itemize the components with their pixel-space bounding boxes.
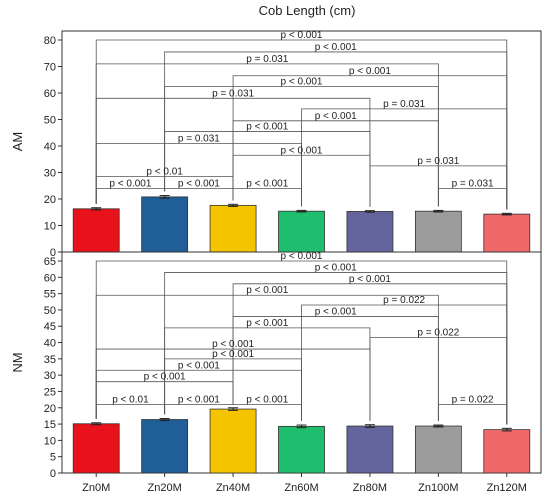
panel-1-bracket-label-8: p < 0.001 — [212, 339, 254, 350]
panel-0-bar-Zn100M — [414, 210, 462, 253]
panel-1-bar-Zn80M — [346, 425, 394, 474]
panel-1-ytick-label-4: 20 — [44, 403, 56, 415]
panel-0-bracket-label-11: p = 0.031 — [417, 156, 459, 167]
x-category-Zn100M: Zn100M — [418, 482, 458, 494]
panel-0-bracket-6 — [301, 108, 508, 210]
panel-0-bracket-11 — [369, 165, 508, 210]
panel-0-ylabel: AM — [10, 132, 25, 152]
panel-0-bracket-16 — [437, 188, 508, 210]
panel-1-bracket-label-9: p < 0.001 — [212, 349, 254, 360]
panel-0-bracket-label-0: p < 0.001 — [281, 30, 323, 41]
panel-1-bar-Zn100M — [414, 425, 462, 474]
panel-0-bar-Zn120M — [483, 213, 531, 253]
panel-0-bracket-label-1: p < 0.001 — [315, 42, 357, 53]
panel-1-bracket-label-1: p < 0.001 — [315, 262, 357, 273]
panel-1-bar-Zn20M — [141, 419, 189, 474]
panel-0-bracket-label-3: p < 0.001 — [349, 66, 391, 77]
panel-0-bracket-label-9: p = 0.031 — [178, 133, 220, 144]
panel-0-bracket-label-4: p < 0.001 — [281, 76, 323, 87]
panel-1-bracket-label-5: p < 0.001 — [315, 306, 357, 317]
panel-0-bracket-label-13: p < 0.001 — [109, 178, 151, 189]
panel-0-bar-Zn80M — [346, 211, 394, 253]
panel-1-bracket-label-15: p = 0.022 — [452, 395, 494, 406]
panel-0-ytick-label-3: 30 — [44, 168, 56, 180]
panel-1-ytick-label-1: 5 — [50, 452, 56, 464]
panel-1-ytick-label-6: 30 — [44, 370, 56, 382]
panel-0-bracket-label-14: p < 0.001 — [178, 178, 220, 189]
panel-1-bracket-5 — [232, 316, 439, 422]
x-category-Zn0M: Zn0M — [82, 482, 110, 494]
panel-1-bracket-label-7: p = 0.022 — [417, 328, 459, 339]
panel-0-bracket-label-10: p < 0.001 — [281, 145, 323, 156]
panel-1-bracket-11 — [95, 381, 234, 419]
panel-0-bracket-9 — [95, 142, 302, 207]
panel-1-ytick-label-9: 45 — [44, 321, 56, 333]
panel-1-bracket-label-4: p = 0.022 — [383, 295, 425, 306]
panel-0-bracket-label-8: p < 0.001 — [246, 121, 288, 132]
panel-1-bracket-15 — [437, 404, 508, 425]
panel-0-ytick-label-6: 60 — [44, 88, 56, 100]
panel-1-ytick-label-8: 40 — [44, 338, 56, 350]
panel-1-bracket-label-3: p < 0.001 — [246, 285, 288, 296]
x-category-Zn20M: Zn20M — [148, 482, 182, 494]
panel-0-ytick-label-7: 70 — [44, 62, 56, 74]
panel-1-bracket-4 — [301, 304, 508, 425]
panel-0-bracket-15 — [232, 188, 302, 207]
x-category-Zn80M: Zn80M — [353, 482, 387, 494]
panel-0-bracket-label-5: p = 0.031 — [212, 88, 254, 99]
panel-1-ytick-label-2: 10 — [44, 435, 56, 447]
panel-0-bracket-label-16: p = 0.031 — [452, 178, 494, 189]
panel-0-bar-Zn20M — [141, 196, 189, 253]
panel-0-ytick-label-2: 20 — [44, 194, 56, 206]
panel-1-bracket-label-13: p < 0.001 — [178, 395, 220, 406]
panel-1-bracket-label-10: p < 0.001 — [178, 360, 220, 371]
panel-1-bar-Zn40M — [209, 408, 257, 474]
panel-0-bracket-label-2: p = 0.031 — [246, 54, 288, 65]
panel-0-bracket-label-7: p < 0.001 — [315, 111, 357, 122]
panel-1-bracket-14 — [232, 403, 302, 422]
x-category-Zn120M: Zn120M — [487, 482, 527, 494]
panel-0-bracket-label-6: p = 0.031 — [383, 99, 425, 110]
panel-0-ytick-label-4: 40 — [44, 141, 56, 153]
panel-0-bar-Zn60M — [278, 210, 325, 253]
panel-1-ytick-label-5: 25 — [44, 386, 56, 398]
panel-1-ytick-label-11: 55 — [44, 289, 56, 301]
panel-0-ytick-label-1: 10 — [44, 221, 56, 233]
panel-1-bracket-label-14: p < 0.001 — [246, 395, 288, 406]
panel-0-bracket-label-15: p < 0.001 — [246, 178, 288, 189]
panel-1-bar-Zn0M — [72, 423, 120, 474]
panel-1-ytick-label-0: 0 — [50, 468, 56, 480]
panel-0-bracket-7 — [232, 120, 439, 207]
panel-1-bar-Zn60M — [278, 425, 325, 474]
panel-1-ylabel: NM — [10, 352, 25, 372]
panel-1-bracket-label-12: p < 0.01 — [112, 395, 149, 406]
panel-0-bar-Zn40M — [209, 204, 257, 253]
panel-0-ytick-label-8: 80 — [44, 35, 56, 47]
panel-0-ytick-label-5: 50 — [44, 115, 56, 127]
panel-1-ytick-label-12: 60 — [44, 272, 56, 284]
x-category-Zn60M: Zn60M — [284, 482, 318, 494]
panel-1-bracket-12 — [95, 404, 166, 419]
panel-1-ytick-label-3: 15 — [44, 419, 56, 431]
x-category-Zn40M: Zn40M — [216, 482, 250, 494]
panel-1-bracket-label-6: p < 0.001 — [246, 318, 288, 329]
panel-0-bracket-label-12: p < 0.01 — [146, 166, 183, 177]
panel-1-ytick-label-7: 35 — [44, 354, 56, 366]
panel-1-bracket-label-0: p < 0.001 — [281, 251, 323, 262]
panel-1-bracket-label-2: p < 0.001 — [349, 274, 391, 285]
panel-1-bracket-label-11: p < 0.001 — [144, 372, 186, 383]
panel-1-bracket-6 — [164, 327, 371, 421]
panel-1-ytick-label-13: 65 — [44, 256, 56, 268]
panel-1-ytick-label-10: 50 — [44, 305, 56, 317]
panel-0-ytick-label-0: 0 — [50, 247, 56, 259]
chart-title: Cob Length (cm) — [259, 3, 356, 18]
panel-0-bar-Zn0M — [72, 208, 120, 253]
panel-1-bar-Zn120M — [483, 429, 531, 474]
